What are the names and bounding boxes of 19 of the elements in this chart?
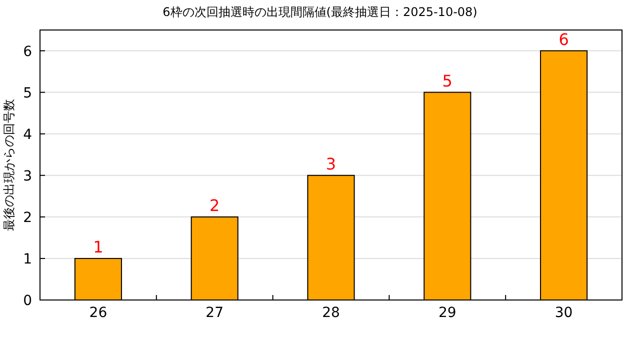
y-tick-label: 0 xyxy=(23,293,32,309)
y-tick-label: 2 xyxy=(23,210,32,226)
x-tick-label: 26 xyxy=(89,305,108,321)
data-label: 3 xyxy=(326,154,336,174)
x-tick-label: 29 xyxy=(438,305,456,321)
data-label: 5 xyxy=(442,71,452,90)
y-tick-label: 5 xyxy=(23,85,32,102)
x-tick-label: 30 xyxy=(554,305,573,321)
data-label: 2 xyxy=(210,196,220,215)
y-tick-label: 1 xyxy=(23,251,32,268)
x-tick-label: 27 xyxy=(206,305,224,321)
y-tick-label: 6 xyxy=(23,44,32,60)
y-tick-label: 3 xyxy=(23,168,32,184)
y-axis-title: 最後の出現からの回号数 xyxy=(2,99,16,231)
x-tick-label: 28 xyxy=(322,305,340,321)
chart-title: 6枠の次回抽選時の出現間隔値(最終抽選日：2025-10-08) xyxy=(162,5,478,19)
y-tick-label: 4 xyxy=(23,126,32,143)
data-label: 6 xyxy=(558,30,569,49)
data-label: 1 xyxy=(93,237,104,256)
